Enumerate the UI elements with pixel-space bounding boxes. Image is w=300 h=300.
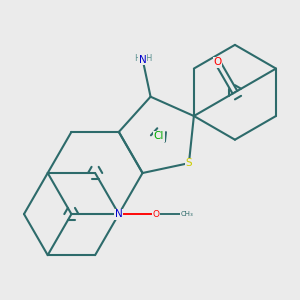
Text: CH₃: CH₃ (180, 211, 193, 217)
Text: H: H (145, 54, 151, 63)
Text: N: N (139, 55, 147, 65)
Text: O: O (214, 57, 222, 67)
Text: S: S (186, 158, 192, 168)
Text: N: N (115, 209, 123, 219)
Text: Cl: Cl (154, 131, 164, 141)
Text: H: H (134, 54, 140, 63)
Text: O: O (153, 210, 160, 219)
